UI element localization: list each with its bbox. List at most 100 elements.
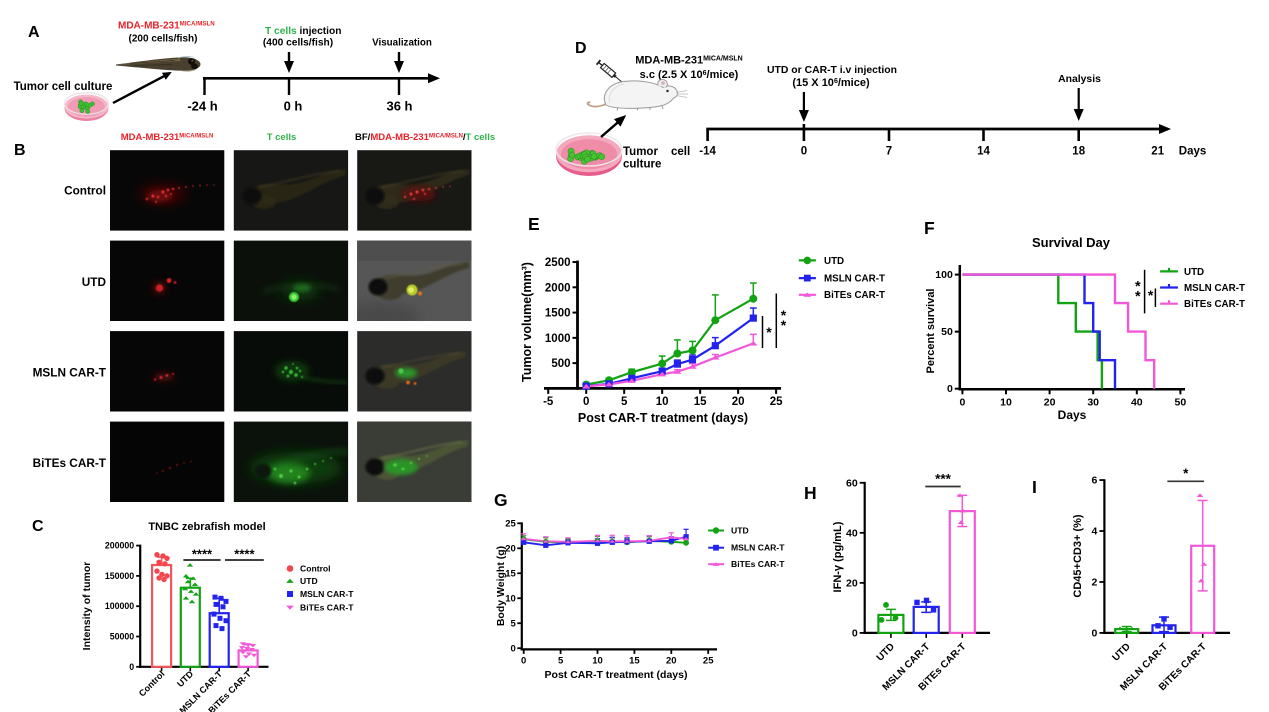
svg-text:BiTEs CAR-T: BiTEs CAR-T xyxy=(33,456,107,470)
svg-text:****: **** xyxy=(234,547,255,562)
svg-text:MSLN CAR-T: MSLN CAR-T xyxy=(33,366,107,380)
svg-text:(15 X 106/mice): (15 X 106/mice) xyxy=(792,77,870,89)
svg-text:UTD: UTD xyxy=(1184,267,1204,278)
svg-text:1000: 1000 xyxy=(545,333,571,345)
svg-text:G: G xyxy=(494,490,508,510)
svg-text:2500: 2500 xyxy=(545,257,571,269)
svg-text:IFN-γ (pg/mL): IFN-γ (pg/mL) xyxy=(832,521,844,592)
svg-text:5: 5 xyxy=(558,655,564,666)
svg-text:200000: 200000 xyxy=(105,541,134,551)
svg-text:D: D xyxy=(575,40,587,57)
svg-text:0: 0 xyxy=(521,655,526,666)
svg-text:60: 60 xyxy=(846,477,858,489)
svg-text:5: 5 xyxy=(511,618,517,629)
svg-text:Tumor volume(mm³): Tumor volume(mm³) xyxy=(520,262,534,382)
svg-text:0: 0 xyxy=(801,146,807,158)
svg-text:Percent survival: Percent survival xyxy=(925,289,937,374)
svg-text:-24 h: -24 h xyxy=(187,99,217,114)
svg-text:*: * xyxy=(1183,466,1189,481)
svg-text:0: 0 xyxy=(129,662,134,672)
svg-text:Analysis: Analysis xyxy=(1058,74,1101,85)
svg-text:Body Weight (g): Body Weight (g) xyxy=(495,546,507,626)
svg-text:5: 5 xyxy=(621,396,628,408)
svg-text:20: 20 xyxy=(666,655,677,666)
svg-text:UTD: UTD xyxy=(731,526,749,536)
svg-text:BiTEs CAR-T: BiTEs CAR-T xyxy=(1184,299,1245,310)
svg-text:0 h: 0 h xyxy=(284,99,303,114)
svg-text:150000: 150000 xyxy=(105,571,134,581)
svg-text:0: 0 xyxy=(1092,627,1098,639)
svg-text:TNBC zebrafish model: TNBC zebrafish model xyxy=(148,521,265,533)
svg-text:50: 50 xyxy=(1175,396,1187,408)
svg-text:7: 7 xyxy=(886,146,892,158)
svg-text:MSLN CAR-T: MSLN CAR-T xyxy=(824,274,885,285)
svg-text:****: **** xyxy=(192,547,213,562)
svg-text:10: 10 xyxy=(505,593,516,604)
svg-text:MSLN CAR-T: MSLN CAR-T xyxy=(300,589,354,599)
svg-text:36 h: 36 h xyxy=(386,99,412,114)
svg-text:Tumor cell culture: Tumor cell culture xyxy=(14,81,113,93)
svg-text:Intensity of tumor: Intensity of tumor xyxy=(81,562,93,651)
svg-text:MSLN CAR-T: MSLN CAR-T xyxy=(1184,283,1245,294)
svg-text:4: 4 xyxy=(1092,526,1098,538)
svg-text:Control: Control xyxy=(300,564,331,574)
svg-text:culture: culture xyxy=(623,159,661,171)
svg-text:15: 15 xyxy=(505,568,516,579)
svg-text:14: 14 xyxy=(977,146,990,158)
svg-text:0: 0 xyxy=(959,396,965,408)
svg-text:50: 50 xyxy=(941,326,953,338)
svg-text:CD45+CD3+ (%): CD45+CD3+ (%) xyxy=(1072,514,1084,597)
svg-text:-5: -5 xyxy=(543,396,554,408)
svg-text:-14: -14 xyxy=(699,146,716,158)
svg-text:20: 20 xyxy=(1044,396,1056,408)
svg-text:(200 cells/fish): (200 cells/fish) xyxy=(129,34,198,45)
svg-text:*: * xyxy=(781,307,787,323)
svg-text:s.c (2.5 X 106/mice): s.c (2.5 X 106/mice) xyxy=(640,69,739,81)
svg-text:*: * xyxy=(781,317,787,333)
svg-text:Post CAR-T treatment (days): Post CAR-T treatment (days) xyxy=(578,411,748,425)
svg-text:0: 0 xyxy=(852,627,858,639)
svg-text:MDA-MB-231MICA/MSLN: MDA-MB-231MICA/MSLN xyxy=(118,21,215,32)
svg-text:Visualization: Visualization xyxy=(372,38,432,49)
svg-text:40: 40 xyxy=(1131,396,1143,408)
svg-text:20: 20 xyxy=(732,396,745,408)
svg-text:15: 15 xyxy=(694,396,707,408)
svg-text:25: 25 xyxy=(505,519,516,530)
svg-text:UTD: UTD xyxy=(300,576,318,586)
svg-text:30: 30 xyxy=(1087,396,1099,408)
svg-text:cell: cell xyxy=(671,146,690,158)
svg-text:21: 21 xyxy=(1151,146,1164,158)
svg-text:Survival Day: Survival Day xyxy=(1032,235,1111,250)
svg-text:*: * xyxy=(766,324,772,340)
svg-text:***: *** xyxy=(935,472,952,487)
svg-text:50000: 50000 xyxy=(110,632,135,642)
svg-text:BiTEs CAR-T: BiTEs CAR-T xyxy=(731,559,785,569)
svg-text:B: B xyxy=(14,142,26,159)
svg-text:(400 cells/fish): (400 cells/fish) xyxy=(263,38,333,49)
svg-text:C: C xyxy=(32,518,44,535)
svg-text:25: 25 xyxy=(770,396,783,408)
svg-text:40: 40 xyxy=(846,527,858,539)
svg-text:Tumor: Tumor xyxy=(623,146,658,158)
svg-text:10: 10 xyxy=(592,655,603,666)
svg-text:18: 18 xyxy=(1072,146,1085,158)
svg-text:BF/MDA-MB-231MICA/MSLN/T cells: BF/MDA-MB-231MICA/MSLN/T cells xyxy=(355,132,495,143)
svg-text:15: 15 xyxy=(629,655,640,666)
svg-text:UTD: UTD xyxy=(824,256,844,267)
svg-text:0: 0 xyxy=(583,396,589,408)
svg-text:MDA-MB-231MICA/MSLN: MDA-MB-231MICA/MSLN xyxy=(121,132,214,143)
svg-text:Days: Days xyxy=(1179,146,1207,158)
svg-text:10: 10 xyxy=(656,396,669,408)
svg-text:H: H xyxy=(804,483,817,503)
svg-text:I: I xyxy=(1032,477,1037,497)
svg-text:0: 0 xyxy=(947,383,953,395)
svg-text:100000: 100000 xyxy=(105,601,134,611)
svg-text:MSLN CAR-T: MSLN CAR-T xyxy=(731,543,785,553)
svg-text:0: 0 xyxy=(511,643,516,654)
svg-text:6: 6 xyxy=(1092,475,1098,487)
svg-text:*: * xyxy=(1148,287,1154,303)
svg-text:500: 500 xyxy=(551,358,570,370)
svg-text:T cells: T cells xyxy=(267,132,297,143)
svg-text:*: * xyxy=(1135,279,1141,295)
svg-text:F: F xyxy=(924,218,935,238)
